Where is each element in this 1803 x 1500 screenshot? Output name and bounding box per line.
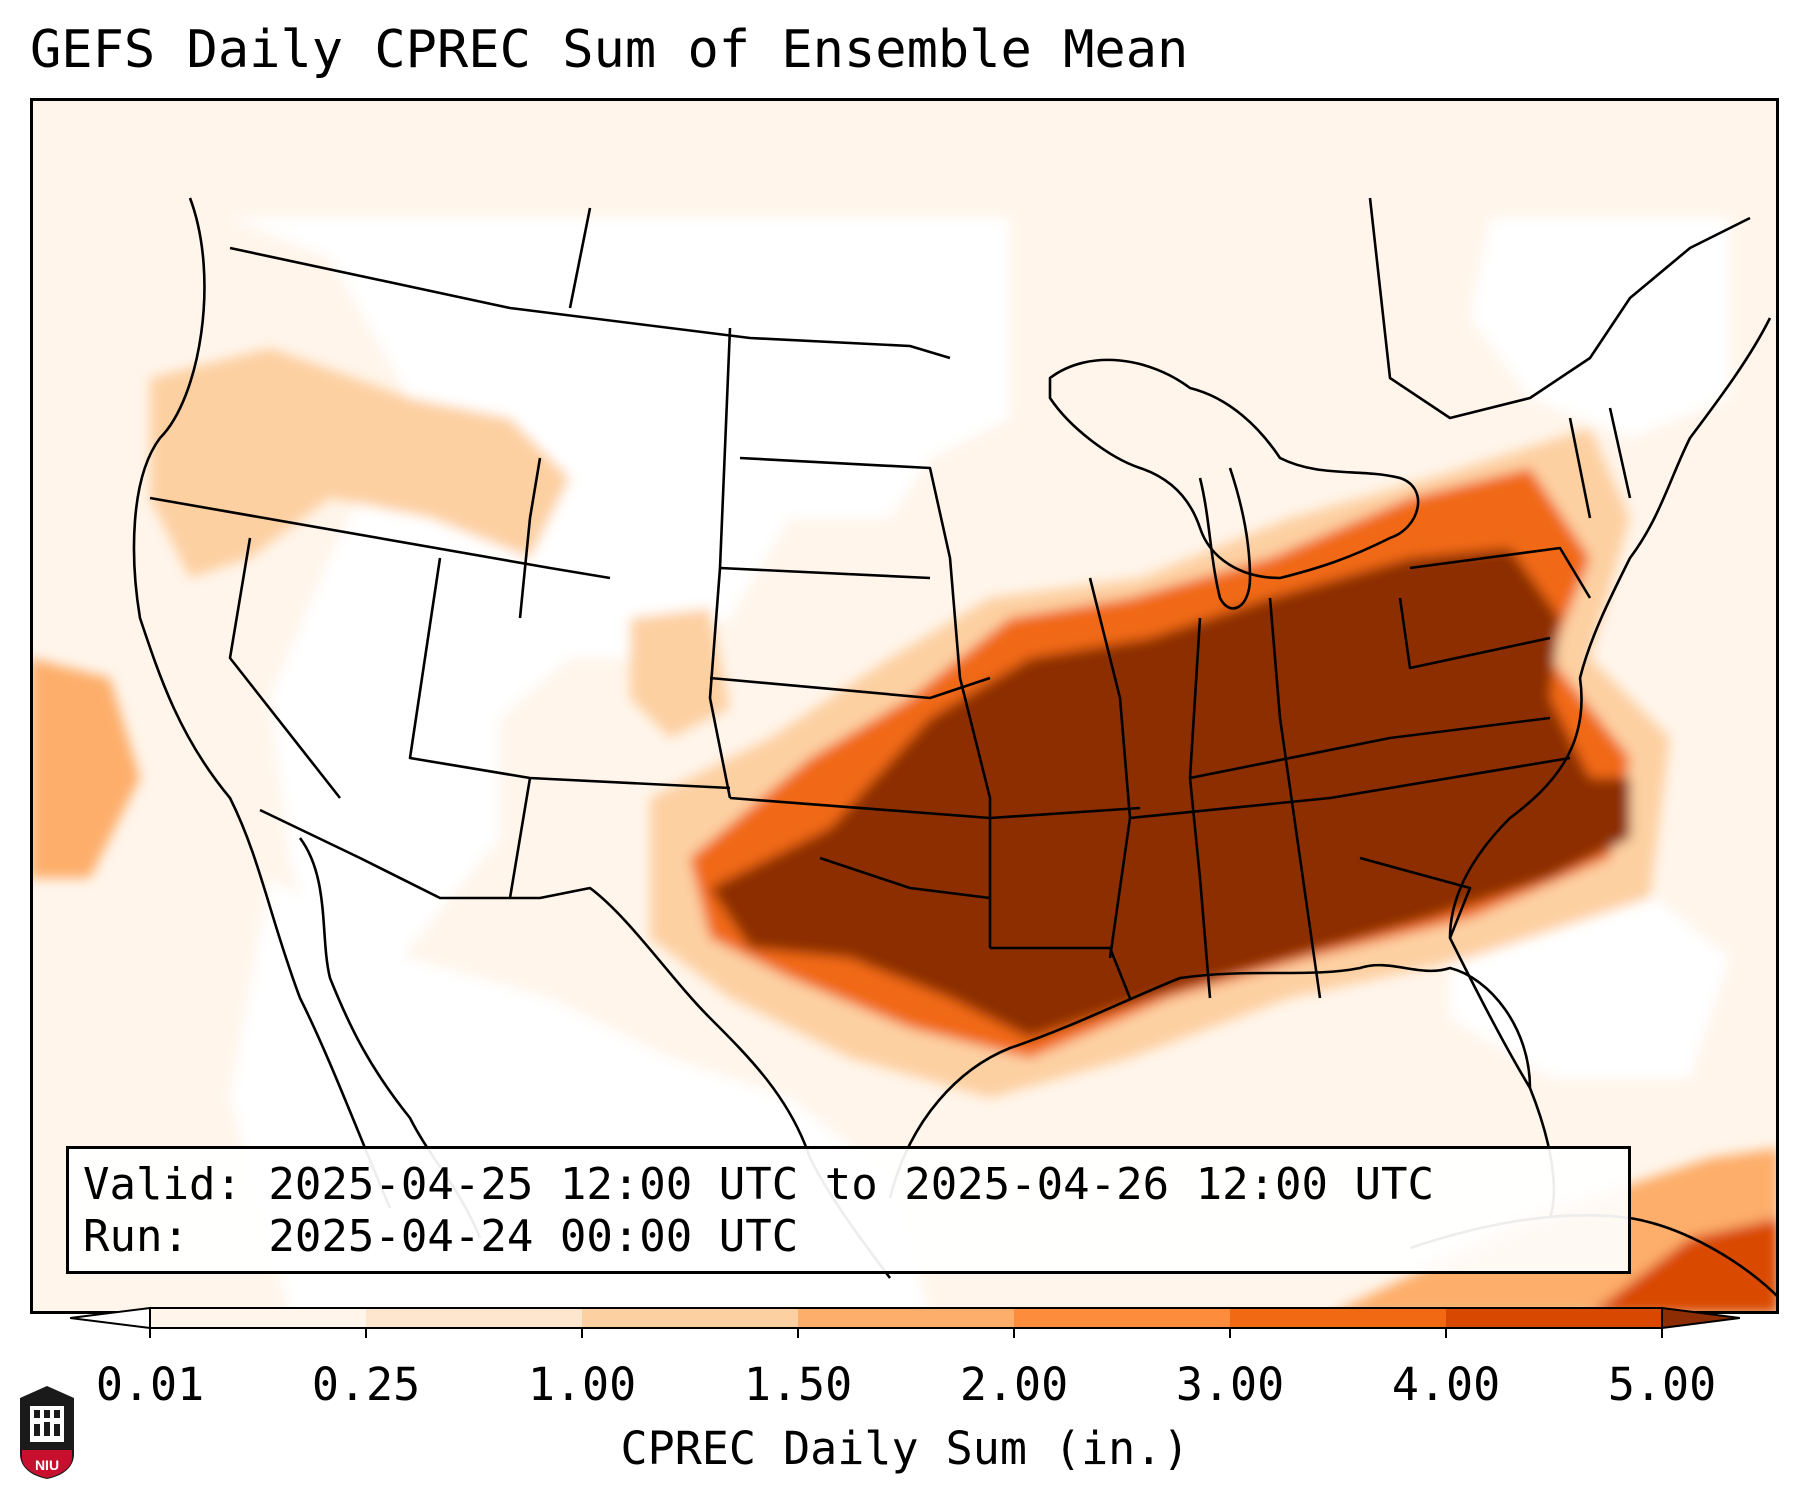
state-line-19 <box>1359 856 1472 939</box>
precip-pacific-nw <box>150 348 570 578</box>
colorbar-tick-label: 0.01 <box>95 1358 205 1411</box>
state-line-18 <box>1189 716 1551 780</box>
colorbar <box>70 1306 1740 1338</box>
precip-core <box>710 548 1630 1038</box>
state-line-15 <box>1188 617 1212 999</box>
state-line-23 <box>1608 407 1632 499</box>
state-line-3 <box>408 557 731 790</box>
colorbar-tick-label: 1.50 <box>743 1358 853 1411</box>
state-line-6 <box>568 207 592 309</box>
state-line-10 <box>719 566 931 580</box>
valid-time-text: Valid: 2025-04-25 12:00 UTC to 2025-04-2… <box>83 1159 1435 1210</box>
state-line-9 <box>709 676 991 700</box>
validity-info-box: Valid: 2025-04-25 12:00 UTC to 2025-04-2… <box>66 1146 1631 1274</box>
state-line-20 <box>1398 597 1551 670</box>
colorbar-segment-5 <box>1014 1308 1230 1328</box>
state-line-7 <box>708 327 732 799</box>
map-boundaries <box>132 197 1779 1299</box>
colorbar-segment-6 <box>1230 1308 1446 1328</box>
state-line-22 <box>1568 417 1592 519</box>
coastline-west <box>132 197 392 1209</box>
state-line-2 <box>228 537 342 799</box>
state-line-11 <box>729 796 1141 820</box>
canada-east-border <box>1368 197 1751 420</box>
colorbar-tick-label: 2.00 <box>959 1358 1069 1411</box>
run-time-text: Run: 2025-04-24 00:00 UTC <box>83 1211 799 1262</box>
state-line-13 <box>990 946 1132 999</box>
colorbar-tick-label: 5.00 <box>1607 1358 1717 1411</box>
state-line-17 <box>1129 756 1571 820</box>
colorbar-extend-low <box>70 1306 151 1330</box>
niu-logo-icon: NIU <box>20 1386 74 1479</box>
state-line-8 <box>739 456 992 948</box>
state-line-5 <box>518 457 542 619</box>
svg-text:NIU: NIU <box>35 1457 59 1473</box>
colorbar-extend-high <box>1661 1306 1740 1330</box>
colorbar-outline <box>149 1307 1663 1329</box>
colorbar-segment-2 <box>366 1308 582 1328</box>
state-line-12 <box>819 856 991 900</box>
colorbar-axis-label: CPREC Daily Sum (in.) <box>620 1422 1190 1475</box>
precip-map <box>30 98 1779 1314</box>
state-line-16 <box>1268 597 1322 999</box>
precip-caribbean-mid <box>1590 1218 1779 1314</box>
dry-area-canada-ne <box>1470 218 1730 438</box>
colorbar-segment-7 <box>1446 1308 1662 1328</box>
colorbar-tick-label: 3.00 <box>1175 1358 1285 1411</box>
colorbar-tick-label: 4.00 <box>1391 1358 1501 1411</box>
colorbar-tick-label: 0.25 <box>311 1358 421 1411</box>
atlantic-coast <box>1448 317 1772 1089</box>
colorbar-segment-1 <box>150 1308 366 1328</box>
state-line-4 <box>508 777 532 899</box>
canada-us-border-west <box>229 246 951 360</box>
colorbar-segment-3 <box>582 1308 798 1328</box>
state-line-14 <box>1088 577 1132 959</box>
colorbar-tick-label: 1.00 <box>527 1358 637 1411</box>
precip-pacific-offshore <box>30 658 140 878</box>
state-line-21 <box>1409 546 1592 599</box>
great-lakes-outline <box>1048 358 1420 580</box>
lake-michigan <box>1198 467 1252 610</box>
map-title: GEFS Daily CPREC Sum of Ensemble Mean <box>30 20 1189 80</box>
precip-colorado <box>630 608 730 738</box>
colorbar-segment-4 <box>798 1308 1014 1328</box>
state-line-1 <box>149 496 611 580</box>
